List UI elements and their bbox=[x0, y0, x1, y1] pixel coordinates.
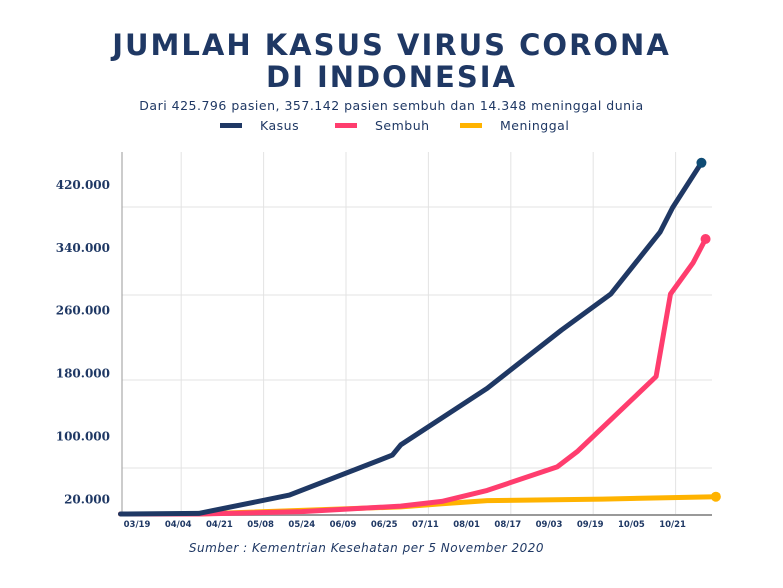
x-tick-label: 06/09 bbox=[330, 520, 357, 530]
x-tick-label: 05/24 bbox=[288, 520, 315, 530]
y-tick-label: 20.000 bbox=[64, 492, 110, 506]
x-tick-label: 10/21 bbox=[659, 520, 686, 530]
x-tick-label: 03/19 bbox=[124, 520, 151, 530]
chart-subtitle: Dari 425.796 pasien, 357.142 pasien semb… bbox=[139, 98, 644, 113]
chart-title-line2: DI INDONESIA bbox=[266, 60, 517, 94]
y-tick-label: 420.000 bbox=[56, 178, 110, 192]
x-tick-label: 10/05 bbox=[618, 520, 645, 530]
legend-kasus: Kasus bbox=[220, 118, 299, 133]
source-note: Sumber : Kementrian Kesehatan per 5 Nove… bbox=[188, 541, 545, 555]
x-tick-label: 04/04 bbox=[165, 520, 192, 530]
legend-meninggal: Meninggal bbox=[460, 118, 569, 133]
chart-title-line1: JUMLAH KASUS VIRUS CORONA bbox=[112, 28, 671, 62]
legend-sembuh: Sembuh bbox=[335, 118, 430, 133]
x-tick-label: 06/25 bbox=[371, 520, 398, 530]
x-tick-label: 04/21 bbox=[206, 520, 233, 530]
y-tick-label: 180.000 bbox=[56, 367, 110, 381]
y-tick-label: 100.000 bbox=[56, 429, 110, 443]
x-tick-label: 07/11 bbox=[412, 520, 439, 530]
x-tick-label: 09/19 bbox=[577, 520, 604, 530]
series-line-kasus bbox=[118, 160, 704, 517]
series-end-marker-kasus bbox=[696, 157, 707, 168]
series-end-marker-sembuh bbox=[700, 234, 711, 244]
x-tick-label: 09/03 bbox=[536, 520, 563, 530]
y-tick-label: 260.000 bbox=[56, 304, 110, 318]
y-tick-label: 340.000 bbox=[56, 241, 110, 255]
x-tick-label: 05/08 bbox=[247, 520, 274, 530]
x-tick-label: 08/01 bbox=[453, 520, 480, 530]
series-end-marker-meninggal bbox=[710, 491, 721, 502]
x-tick-label: 08/17 bbox=[494, 520, 521, 530]
series-line-sembuh bbox=[118, 236, 709, 517]
